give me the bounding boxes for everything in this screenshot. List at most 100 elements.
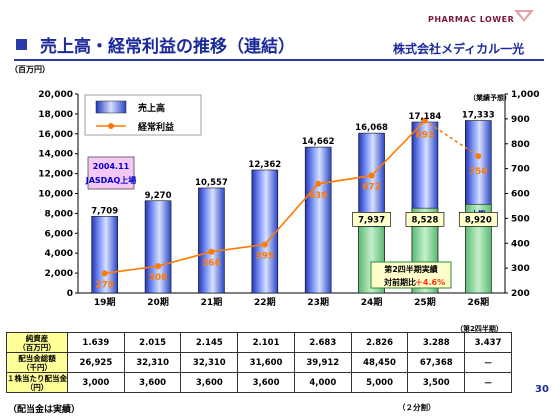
table-cell: 26,925 <box>67 352 125 373</box>
profit-value-label: 750 <box>469 167 488 177</box>
logo-text: PHARMAC LOWER <box>428 15 514 24</box>
listing-note-text: JASDAQ上場 <box>85 175 137 185</box>
category-label: 23期 <box>307 296 329 308</box>
table-row-header-line: （円） <box>25 382 49 392</box>
table-cell: 32,310 <box>123 352 182 373</box>
profit-value-label: 672 <box>362 183 381 193</box>
sales-value-label: 12,362 <box>248 160 281 170</box>
table-cell: 67,368 <box>407 352 466 373</box>
table-row-header: １株当たり配当金 （円） <box>6 372 68 393</box>
table-cell: 3.288 <box>407 332 466 353</box>
profit-value-label: 308 <box>149 273 168 283</box>
table-row-header-line: １株当たり配当金 <box>7 373 67 383</box>
profit-value-label: 893 <box>416 131 435 141</box>
y-tick-label-right: 300 <box>511 264 530 274</box>
table-cell: 3,500 <box>407 372 466 393</box>
page-title: 売上高・経常利益の推移（連結） <box>40 37 295 57</box>
profit-value-label: 639 <box>309 191 328 201</box>
y-tick-label-left: 8,000 <box>45 209 73 219</box>
profit-point <box>101 270 108 277</box>
title-bullet-icon <box>16 39 27 50</box>
q2-result-subtitle: 対前期比 <box>383 277 416 287</box>
listing-note-date: 2004.11 <box>93 162 130 171</box>
first-half-value-label: 8,528 <box>411 215 438 225</box>
table-row-header-line: （百万円） <box>18 342 56 352</box>
table-cell: 2.145 <box>180 332 239 353</box>
table-row: 純資産 （百万円） 1.639 2.015 2.145 2.101 2.683 2.826 3.… <box>6 332 512 353</box>
profit-point <box>475 153 482 160</box>
first-half-value-label: 8,920 <box>465 215 492 225</box>
profit-value-label: 279 <box>95 280 114 290</box>
sales-profit-chart: 20,000 18,000 16,000 14,000 12,000 10,000 8,00… <box>38 90 539 308</box>
profit-value-label: 366 <box>202 259 221 269</box>
financial-table: 純資産 （百万円） 1.639 2.015 2.145 2.101 2.683 2.826 3.… <box>6 332 512 393</box>
profit-point <box>421 117 428 124</box>
profit-point <box>208 248 215 255</box>
table-row-header: 純資産 （百万円） <box>6 332 68 353</box>
y-tick-label-left: 10,000 <box>38 190 73 200</box>
table-cell: 32,310 <box>180 352 239 373</box>
sales-value-label: 9,270 <box>145 191 172 201</box>
q2-result-box <box>370 261 452 289</box>
sales-value-label: 16,068 <box>355 123 388 133</box>
category-label: 22期 <box>254 296 276 308</box>
y-tick-label-right: 900 <box>511 115 530 125</box>
table-cell: 48,450 <box>350 352 409 373</box>
sales-bar <box>91 215 118 294</box>
table-row: 配当金総額 （千円） 26,925 32,310 32,310 31,600 39,912 4… <box>6 352 512 373</box>
sales-bar <box>251 169 279 294</box>
y-tick-label-left: 6,000 <box>45 229 73 239</box>
category-label: 21期 <box>201 296 223 308</box>
category-label: 20期 <box>147 296 169 308</box>
sales-bar <box>304 146 332 294</box>
legend-swatch-sales <box>95 100 127 114</box>
table-cell: 3,600 <box>180 372 239 393</box>
sales-value-label: 17,184 <box>409 112 442 122</box>
sales-bar <box>144 200 172 294</box>
y-tick-label-left: 12,000 <box>38 170 73 180</box>
q2-result-growth: ＋4.6% <box>415 278 445 287</box>
sales-bar <box>198 187 225 294</box>
y-tick-label-right: 200 <box>511 289 530 299</box>
split-footnote: （２分割） <box>398 403 436 412</box>
table-cell: 3,600 <box>123 372 182 393</box>
y-tick-label-right: 500 <box>511 214 530 224</box>
y-tick-label-right: 600 <box>511 190 530 200</box>
forecast-tag: （業績予想） <box>469 93 511 102</box>
title-divider <box>14 59 544 61</box>
category-label: 24期 <box>361 296 383 308</box>
y-tick-label-left: 4,000 <box>45 249 73 259</box>
y-tick-label-right: 800 <box>511 140 530 150</box>
table-cell: 5,000 <box>350 372 409 393</box>
table-note: （第2四半期） <box>456 325 503 333</box>
category-label: 26期 <box>468 296 490 308</box>
first-half-value-box <box>405 212 445 227</box>
category-label: 19期 <box>94 296 116 308</box>
table-cell: 2.826 <box>350 332 409 353</box>
profit-point <box>368 172 375 179</box>
table-cell: 2.101 <box>237 332 295 353</box>
company-logo: PHARMAC LOWER <box>428 10 534 24</box>
profit-point <box>315 180 322 187</box>
sales-value-label: 14,662 <box>302 137 335 147</box>
q2-result-title: 第2四半期実績 <box>384 264 438 274</box>
listing-note-box <box>87 156 135 190</box>
table-cell: 4,000 <box>293 372 352 393</box>
table-cell: 2.683 <box>293 332 352 353</box>
first-half-value-box <box>458 212 498 227</box>
table-row-header: 配当金総額 （千円） <box>6 352 68 373</box>
y-axis-unit: （百万円） <box>10 65 50 74</box>
page-number: 30 <box>535 384 549 395</box>
profit-line-forecast <box>424 119 479 157</box>
table-cell: 3.437 <box>464 332 512 353</box>
y-tick-label-left: 18,000 <box>38 110 73 120</box>
table-cell: 39,912 <box>293 352 352 373</box>
table-cell: 3,000 <box>67 372 125 393</box>
y-tick-label-left: 20,000 <box>38 90 73 100</box>
table-cell: 1.639 <box>67 332 125 353</box>
table-row-header-line: （千円） <box>22 362 52 372</box>
legend-label-profit: 経常利益 <box>138 121 174 133</box>
y-tick-label-left: 16,000 <box>38 130 73 140</box>
table-cell: 3,600 <box>237 372 295 393</box>
category-label: 25期 <box>414 296 436 308</box>
